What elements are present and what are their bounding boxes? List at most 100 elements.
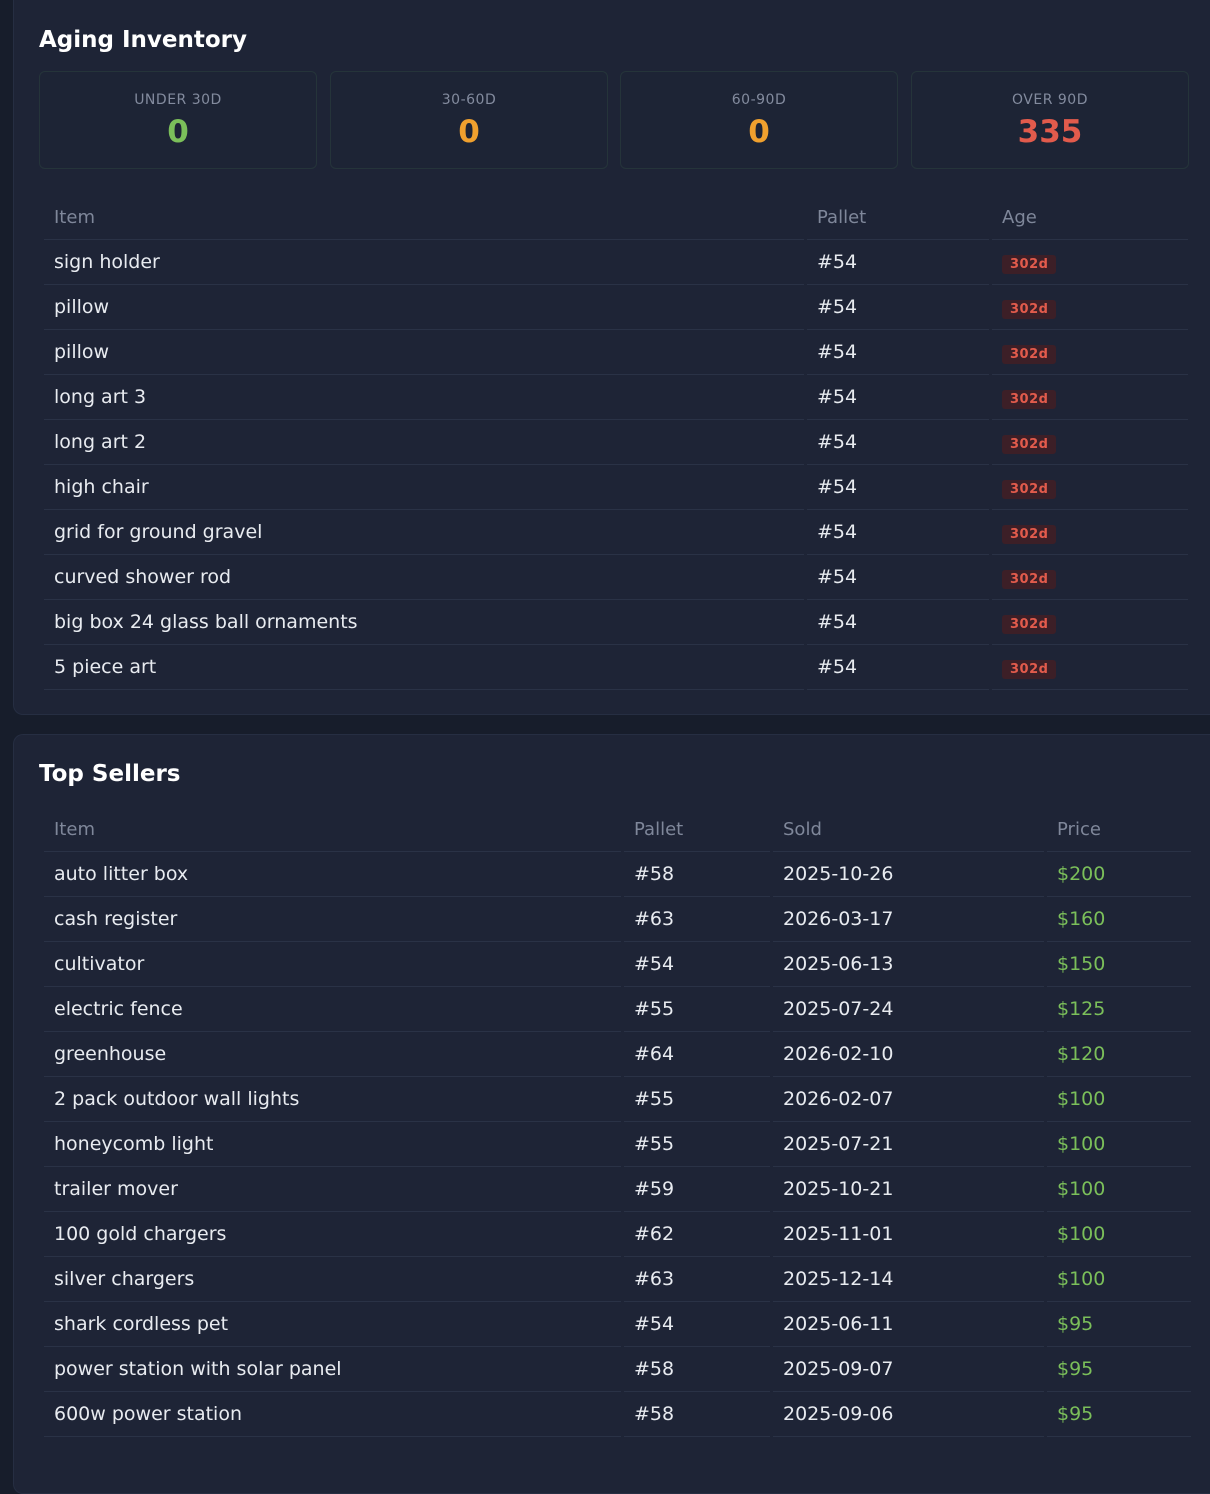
cell-age: 302d: [992, 555, 1188, 600]
stat-value: 0: [167, 114, 189, 150]
column-header-pallet[interactable]: Pallet: [807, 195, 989, 240]
cell-pallet: #54: [807, 510, 989, 555]
table-row[interactable]: shark cordless pet #54 2025-06-11 $95: [44, 1302, 1191, 1347]
stat-value: 0: [458, 114, 480, 150]
cell-item: trailer mover: [44, 1167, 621, 1212]
cell-sold: 2025-09-07: [773, 1347, 1044, 1392]
aging-stats: UNDER 30D 0 30-60D 0 60-90D 0 OVER 90D 3…: [39, 71, 1189, 171]
cell-sold: 2026-02-10: [773, 1032, 1044, 1077]
cell-sold: 2025-06-13: [773, 942, 1044, 987]
cell-pallet: #63: [624, 1257, 770, 1302]
stat-value: 335: [1017, 114, 1083, 150]
cell-price: $100: [1047, 1167, 1191, 1212]
column-header-age[interactable]: Age: [992, 195, 1188, 240]
cell-item: silver chargers: [44, 1257, 621, 1302]
cell-age: 302d: [992, 375, 1188, 420]
table-row[interactable]: 2 pack outdoor wall lights #55 2026-02-07 $…: [44, 1077, 1191, 1122]
cell-item: pillow: [44, 285, 804, 330]
top-sellers-table: Item Pallet Sold Price auto litter box #5…: [41, 807, 1194, 1437]
age-badge: 302d: [1002, 659, 1057, 679]
cell-sold: 2025-12-14: [773, 1257, 1044, 1302]
cell-pallet: #63: [624, 897, 770, 942]
cell-item: 600w power station: [44, 1392, 621, 1437]
column-header-item[interactable]: Item: [44, 195, 804, 240]
column-header-pallet[interactable]: Pallet: [624, 807, 770, 852]
column-header-price[interactable]: Price: [1047, 807, 1191, 852]
cell-item: 5 piece art: [44, 645, 804, 690]
cell-item: electric fence: [44, 987, 621, 1032]
cell-pallet: #54: [807, 645, 989, 690]
table-row[interactable]: grid for ground gravel #54 302d: [44, 510, 1188, 555]
stat-value: 0: [748, 114, 770, 150]
stat-label: UNDER 30D: [134, 92, 222, 108]
table-row[interactable]: honeycomb light #55 2025-07-21 $100: [44, 1122, 1191, 1167]
cell-pallet: #54: [807, 330, 989, 375]
table-row[interactable]: long art 3 #54 302d: [44, 375, 1188, 420]
cell-item: sign holder: [44, 240, 804, 285]
cell-price: $150: [1047, 942, 1191, 987]
cell-price: $125: [1047, 987, 1191, 1032]
table-row[interactable]: cultivator #54 2025-06-13 $150: [44, 942, 1191, 987]
table-row[interactable]: sign holder #54 302d: [44, 240, 1188, 285]
cell-pallet: #62: [624, 1212, 770, 1257]
cell-price: $120: [1047, 1032, 1191, 1077]
table-row[interactable]: 5 piece art #54 302d: [44, 645, 1188, 690]
cell-age: 302d: [992, 285, 1188, 330]
table-row[interactable]: pillow #54 302d: [44, 285, 1188, 330]
cell-price: $95: [1047, 1347, 1191, 1392]
cell-item: big box 24 glass ball ornaments: [44, 600, 804, 645]
table-row[interactable]: high chair #54 302d: [44, 465, 1188, 510]
cell-pallet: #54: [807, 555, 989, 600]
table-row[interactable]: cash register #63 2026-03-17 $160: [44, 897, 1191, 942]
age-badge: 302d: [1002, 614, 1057, 634]
cell-price: $100: [1047, 1257, 1191, 1302]
table-row[interactable]: curved shower rod #54 302d: [44, 555, 1188, 600]
table-row[interactable]: big box 24 glass ball ornaments #54 302d: [44, 600, 1188, 645]
cell-pallet: #54: [807, 240, 989, 285]
column-header-sold[interactable]: Sold: [773, 807, 1044, 852]
table-row[interactable]: auto litter box #58 2025-10-26 $200: [44, 852, 1191, 897]
cell-price: $100: [1047, 1122, 1191, 1167]
cell-pallet: #58: [624, 1347, 770, 1392]
table-row[interactable]: power station with solar panel #58 2025-09…: [44, 1347, 1191, 1392]
table-row[interactable]: 100 gold chargers #62 2025-11-01 $100: [44, 1212, 1191, 1257]
cell-pallet: #54: [807, 600, 989, 645]
cell-sold: 2025-10-21: [773, 1167, 1044, 1212]
table-row[interactable]: long art 2 #54 302d: [44, 420, 1188, 465]
cell-item: curved shower rod: [44, 555, 804, 600]
table-header-row: Item Pallet Age: [44, 195, 1188, 240]
top-sellers-title: Top Sellers: [39, 761, 181, 787]
cell-item: long art 3: [44, 375, 804, 420]
cell-pallet: #54: [807, 375, 989, 420]
cell-sold: 2026-02-07: [773, 1077, 1044, 1122]
stat-over-90d: OVER 90D 335: [911, 71, 1189, 169]
table-row[interactable]: pillow #54 302d: [44, 330, 1188, 375]
cell-sold: 2025-10-26: [773, 852, 1044, 897]
cell-age: 302d: [992, 645, 1188, 690]
cell-price: $95: [1047, 1302, 1191, 1347]
cell-sold: 2025-06-11: [773, 1302, 1044, 1347]
cell-item: greenhouse: [44, 1032, 621, 1077]
table-row[interactable]: greenhouse #64 2026-02-10 $120: [44, 1032, 1191, 1077]
stat-label: 30-60D: [441, 92, 497, 108]
cell-item: cultivator: [44, 942, 621, 987]
age-badge: 302d: [1002, 389, 1057, 409]
cell-item: 100 gold chargers: [44, 1212, 621, 1257]
cell-age: 302d: [992, 420, 1188, 465]
age-badge: 302d: [1002, 344, 1057, 364]
column-header-item[interactable]: Item: [44, 807, 621, 852]
aging-table: Item Pallet Age sign holder #54 302d pillow…: [41, 195, 1191, 690]
table-row[interactable]: silver chargers #63 2025-12-14 $100: [44, 1257, 1191, 1302]
cell-item: high chair: [44, 465, 804, 510]
cell-pallet: #54: [807, 285, 989, 330]
age-badge: 302d: [1002, 479, 1057, 499]
cell-price: $100: [1047, 1212, 1191, 1257]
cell-age: 302d: [992, 510, 1188, 555]
table-row[interactable]: 600w power station #58 2025-09-06 $95: [44, 1392, 1191, 1437]
table-row[interactable]: trailer mover #59 2025-10-21 $100: [44, 1167, 1191, 1212]
cell-item: grid for ground gravel: [44, 510, 804, 555]
table-row[interactable]: electric fence #55 2025-07-24 $125: [44, 987, 1191, 1032]
cell-sold: 2025-11-01: [773, 1212, 1044, 1257]
cell-pallet: #55: [624, 1077, 770, 1122]
age-badge: 302d: [1002, 434, 1057, 454]
